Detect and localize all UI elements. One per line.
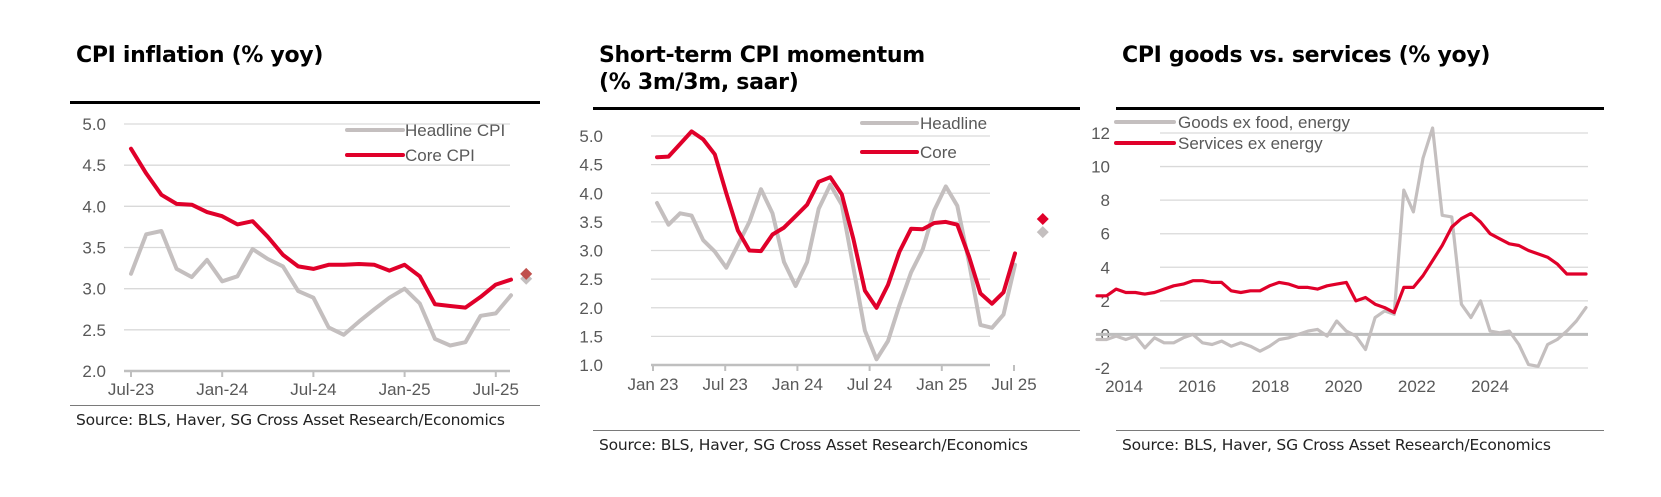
- legend-label: Services ex energy: [1178, 134, 1323, 153]
- y-tick-label: 10: [1091, 158, 1110, 177]
- title-rule: [1116, 107, 1604, 110]
- panel-cpi-momentum: Short-term CPI momentum (% 3m/3m, saar) …: [593, 0, 1080, 497]
- legend-label: Goods ex food, energy: [1178, 113, 1351, 132]
- x-tick-label: 2016: [1178, 377, 1216, 396]
- legend-label: Core CPI: [405, 146, 475, 165]
- y-tick-label: 12: [1091, 124, 1110, 143]
- x-tick-label: Jul-24: [290, 380, 336, 399]
- x-tick-label: 2022: [1398, 377, 1436, 396]
- y-tick-label: 2.5: [82, 321, 106, 340]
- y-tick-label: 3.0: [82, 280, 106, 299]
- y-tick-label: 3.5: [579, 213, 603, 232]
- panel-goods-vs-services: CPI goods vs. services (% yoy) Source: B…: [1116, 0, 1604, 497]
- title-rule: [70, 101, 540, 104]
- y-tick-label: 1.5: [579, 327, 603, 346]
- legend-label: Headline CPI: [405, 121, 505, 140]
- series-line-headline-cpi: [129, 229, 513, 348]
- x-tick-label: Jul 23: [703, 375, 748, 394]
- series-line-services-ex-energy: [1095, 212, 1588, 315]
- x-tick-label: 2014: [1105, 377, 1143, 396]
- series-line-core-cpi: [129, 146, 513, 310]
- y-tick-label: 4.5: [82, 156, 106, 175]
- chart-3: -2024681012201420162018202020222024Goods…: [1091, 113, 1588, 396]
- y-tick-label: 4.0: [579, 184, 603, 203]
- source-note: Source: BLS, Haver, SG Cross Asset Resea…: [599, 436, 1028, 454]
- legend-label: Headline: [920, 114, 987, 133]
- source-note: Source: BLS, Haver, SG Cross Asset Resea…: [76, 411, 505, 429]
- series-line-headline: [655, 182, 1017, 362]
- y-tick-label: 5.0: [82, 115, 106, 134]
- y-tick-label: 5.0: [579, 127, 603, 146]
- forecast-diamond: [1036, 226, 1049, 239]
- chart-1: 2.0 2.5 3.0 3.5 4.0 4.5 5.0 Jul-23 Jan-24 Jul-24 J…: [82, 115, 533, 399]
- y-tick-label: 2.0: [82, 362, 106, 381]
- x-tick-label: Jan 23: [627, 375, 678, 394]
- chart-title: CPI inflation (% yoy): [76, 43, 324, 68]
- x-tick-label: Jan 25: [916, 375, 967, 394]
- series-line-goods-ex-food-energy: [1095, 126, 1588, 368]
- y-tick-label: 4.0: [82, 197, 106, 216]
- series-line-core: [655, 129, 1017, 310]
- y-tick-label: 4.5: [579, 156, 603, 175]
- y-tick-label: -2: [1095, 359, 1110, 378]
- chart-title-line-1: Short-term CPI momentum: [599, 43, 925, 68]
- x-tick-label: Jul-25: [473, 380, 519, 399]
- source-rule: [70, 405, 540, 406]
- y-tick-label: 3.0: [579, 242, 603, 261]
- x-tick-label: 2020: [1325, 377, 1363, 396]
- y-tick-label: 2.5: [579, 270, 603, 289]
- forecast-diamond: [1036, 213, 1049, 226]
- x-tick-label: 2018: [1251, 377, 1289, 396]
- y-tick-label: 3.5: [82, 239, 106, 258]
- forecast-diamond: [520, 267, 533, 280]
- x-tick-label: Jan-24: [196, 380, 248, 399]
- x-tick-label: Jan 24: [772, 375, 823, 394]
- source-note: Source: BLS, Haver, SG Cross Asset Resea…: [1122, 436, 1551, 454]
- y-tick-label: 6: [1101, 225, 1110, 244]
- legend-label: Core: [920, 143, 957, 162]
- source-rule: [593, 430, 1080, 431]
- x-tick-label: Jul-23: [108, 380, 154, 399]
- y-tick-label: 1.0: [579, 356, 603, 375]
- chart-title-line-2: (% 3m/3m, saar): [599, 70, 799, 95]
- y-tick-label: 2: [1101, 292, 1110, 311]
- x-tick-label: Jul 25: [991, 375, 1036, 394]
- title-rule: [593, 107, 1080, 110]
- chart-title: CPI goods vs. services (% yoy): [1122, 43, 1491, 68]
- x-tick-label: Jan-25: [379, 380, 431, 399]
- x-tick-label: 2024: [1471, 377, 1509, 396]
- y-tick-label: 8: [1101, 191, 1110, 210]
- panel-cpi-inflation: CPI inflation (% yoy) Source: BLS, Haver…: [70, 0, 540, 497]
- y-tick-label: 2.0: [579, 299, 603, 318]
- chart-2: 1.0 1.5 2.0 2.5 3.0 3.5 4.0 4.5 5.0 Jan 23 Jul 23 J…: [579, 114, 1049, 394]
- x-tick-label: Jul 24: [847, 375, 892, 394]
- y-tick-label: 4: [1101, 258, 1110, 277]
- source-rule: [1116, 430, 1604, 431]
